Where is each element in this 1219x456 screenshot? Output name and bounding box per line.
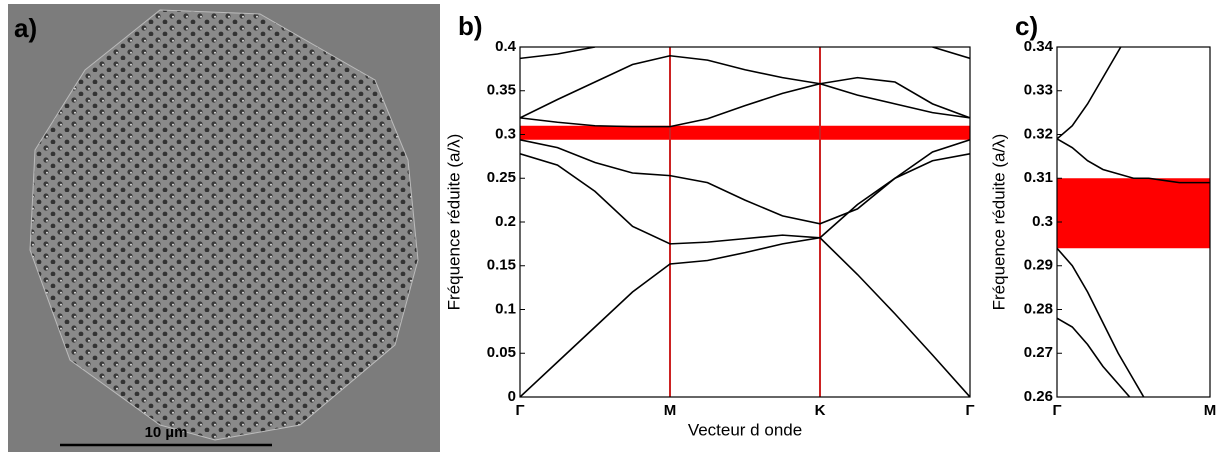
y-tick-label: 0.15	[487, 257, 516, 274]
x-tick-label: Γ	[965, 402, 974, 419]
band-curve	[520, 152, 970, 245]
band-curve	[520, 236, 970, 397]
y-tick-label: 0.3	[495, 125, 516, 142]
panel-label: a)	[14, 13, 37, 43]
plot-frame	[1056, 46, 1211, 398]
x-tick-label: Γ	[515, 402, 524, 419]
x-tick-label: K	[815, 402, 826, 419]
band-gap	[1057, 178, 1210, 249]
panel-label: b)	[458, 11, 483, 41]
x-tick-label: M	[664, 402, 677, 419]
y-tick-label: 0	[508, 388, 516, 405]
band-curve	[520, 138, 970, 225]
y-tick-label: 0.05	[487, 344, 516, 361]
x-tick-label: M	[1204, 402, 1217, 419]
y-tick-label: 0.32	[1024, 125, 1053, 142]
y-tick-label: 0.33	[1024, 82, 1053, 99]
y-tick-label: 0.1	[495, 300, 516, 317]
y-tick-label: 0.25	[487, 169, 516, 186]
y-tick-label: 0.35	[487, 82, 516, 99]
y-tick-label: 0.31	[1024, 169, 1053, 186]
band-curve	[520, 54, 970, 119]
band-curve	[1057, 138, 1210, 184]
scale-bar-label: 10 µm	[145, 424, 188, 441]
band-curve	[520, 47, 970, 60]
plot-area	[1057, 47, 1210, 397]
x-axis-label: Vecteur d onde	[688, 420, 802, 439]
y-tick-label: 0.29	[1024, 257, 1053, 274]
sem-crystal	[29, 9, 419, 441]
band-curve	[520, 82, 970, 128]
y-tick-label: 0.34	[1024, 38, 1054, 55]
plot-frame	[519, 46, 971, 398]
band-curve	[1057, 317, 1131, 397]
band-gap	[520, 125, 970, 140]
panel-label: c)	[1015, 11, 1038, 41]
y-tick-label: 0.2	[495, 213, 516, 230]
y-tick-label: 0.28	[1024, 300, 1053, 317]
band-curve	[1057, 247, 1145, 397]
y-tick-label: 0.4	[495, 38, 517, 55]
plot-area	[520, 47, 970, 397]
y-axis-label: Fréquence réduite (a/λ)	[444, 134, 463, 311]
y-axis-label: Fréquence réduite (a/λ)	[989, 134, 1008, 311]
y-tick-label: 0.26	[1024, 388, 1053, 405]
band-curve	[1057, 47, 1122, 140]
y-tick-label: 0.27	[1024, 344, 1053, 361]
x-tick-label: Γ	[1052, 402, 1061, 419]
y-tick-label: 0.3	[1032, 213, 1053, 230]
sem-image: 10 µm a)	[8, 4, 440, 452]
